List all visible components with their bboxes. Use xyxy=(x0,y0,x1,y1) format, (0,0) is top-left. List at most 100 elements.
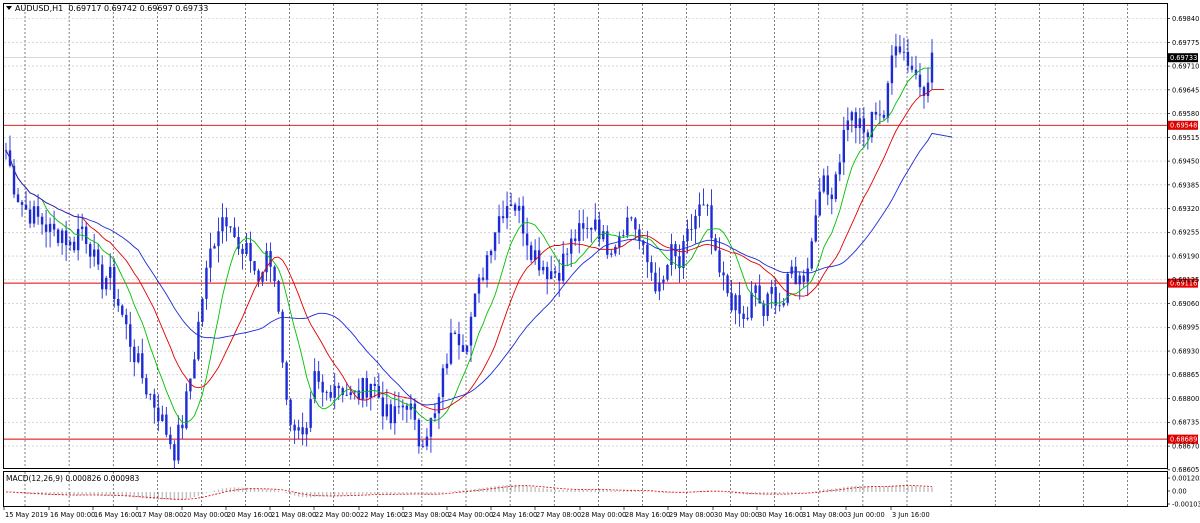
candle-body xyxy=(229,226,232,228)
candle-body xyxy=(782,302,785,306)
candle-body xyxy=(161,414,164,422)
dropdown-triangle-icon[interactable] xyxy=(6,6,12,10)
candle-body xyxy=(914,69,918,75)
candle-body xyxy=(906,51,910,66)
candle-body xyxy=(401,405,405,408)
candle-body xyxy=(922,87,926,96)
candle-body xyxy=(730,293,733,311)
moving-averages xyxy=(5,67,953,423)
price-tick-label: 0.69190 xyxy=(1172,252,1199,260)
candle-body xyxy=(373,383,376,386)
candle-body xyxy=(397,406,401,408)
macd-panel[interactable] xyxy=(3,471,1168,507)
time-tick-label: 20 May 16:00 xyxy=(227,511,272,519)
candle-body xyxy=(590,228,593,230)
candle-body xyxy=(173,444,176,461)
candle-body xyxy=(690,229,693,230)
candle-body xyxy=(485,255,489,280)
candle-body xyxy=(570,238,573,254)
price-tick-label: 0.69580 xyxy=(1172,110,1199,118)
candle-body xyxy=(257,270,260,282)
ma-mid-line xyxy=(5,89,944,411)
price-panel[interactable] xyxy=(3,3,1168,469)
candle-body xyxy=(433,413,437,418)
candle-body xyxy=(88,244,92,257)
time-tick-label: 30 May 16:00 xyxy=(758,511,803,519)
macd-label: MACD(12,26,9) 0.000826 0.000983 xyxy=(6,474,140,483)
candle-body xyxy=(798,275,801,285)
candle-body xyxy=(614,246,617,254)
candle-body xyxy=(758,285,761,304)
candle-body xyxy=(481,277,485,280)
candle-body xyxy=(642,240,645,245)
candle-body xyxy=(445,363,449,369)
candle-body xyxy=(694,215,697,230)
candle-body xyxy=(60,230,64,243)
candle-body xyxy=(209,248,212,268)
candle-body xyxy=(622,235,625,237)
price-tick-label: 0.68605 xyxy=(1172,466,1199,474)
candle-body xyxy=(429,417,433,437)
candle-body xyxy=(36,206,40,217)
candle-body xyxy=(113,266,116,300)
candle-body xyxy=(858,118,862,128)
candle-body xyxy=(80,226,84,229)
candle-body xyxy=(149,394,152,396)
candle-body xyxy=(594,219,597,230)
candle-body xyxy=(409,403,413,410)
candle-body xyxy=(541,266,545,271)
price-tick-label: 0.68865 xyxy=(1172,371,1199,379)
candle-body xyxy=(505,206,509,219)
candle-body xyxy=(92,249,96,257)
candle-body xyxy=(189,378,192,392)
candle-body xyxy=(477,277,481,294)
candle-body xyxy=(754,285,757,294)
level-price-tag xyxy=(1168,120,1198,130)
level-price-label: 0.69116 xyxy=(1170,280,1197,288)
candle-body xyxy=(205,267,208,299)
candle-body xyxy=(253,261,256,271)
candle-body xyxy=(153,394,156,408)
time-tick-label: 28 May 00:00 xyxy=(581,511,626,519)
candles xyxy=(4,33,934,470)
candle-body xyxy=(826,175,829,195)
candle-body xyxy=(341,388,344,395)
candle-body xyxy=(105,277,108,290)
candle-body xyxy=(666,264,669,280)
candle-body xyxy=(137,353,140,363)
time-tick-label: 28 May 16:00 xyxy=(625,511,670,519)
candle-body xyxy=(882,114,886,118)
macd-signal-line xyxy=(6,485,933,500)
price-tick-label: 0.68800 xyxy=(1172,395,1199,403)
time-tick-label: 3 Jun 00:00 xyxy=(847,511,885,519)
candle-body xyxy=(389,404,393,424)
candle-body xyxy=(838,162,842,175)
candle-body xyxy=(125,314,128,325)
candle-body xyxy=(714,238,717,251)
time-tick-label: 30 May 00:00 xyxy=(714,511,759,519)
candle-body xyxy=(866,132,870,138)
candle-body xyxy=(862,118,866,133)
time-tick-label: 23 May 08:00 xyxy=(404,511,449,519)
candle-body xyxy=(44,224,48,232)
candle-body xyxy=(686,229,689,242)
candle-body xyxy=(562,253,565,281)
candle-body xyxy=(650,262,653,273)
candle-body xyxy=(165,414,168,435)
candle-body xyxy=(638,229,641,241)
candle-body xyxy=(814,215,817,242)
price-tick-label: 0.68995 xyxy=(1172,324,1199,332)
candle-body xyxy=(774,286,777,306)
candle-body xyxy=(634,218,637,230)
candle-body xyxy=(133,346,136,363)
horizontal-levels: 0.69548 0.69116 0.68689 xyxy=(4,57,1198,444)
macd-tick-label: 0.00 xyxy=(1172,487,1187,495)
candle-body xyxy=(393,406,397,424)
candle-body xyxy=(233,227,236,237)
candle-body xyxy=(24,204,28,210)
candle-body xyxy=(40,216,44,225)
candle-body xyxy=(662,279,665,283)
candle-body xyxy=(237,236,240,249)
time-tick-label: 3 Jun 16:00 xyxy=(892,511,930,519)
